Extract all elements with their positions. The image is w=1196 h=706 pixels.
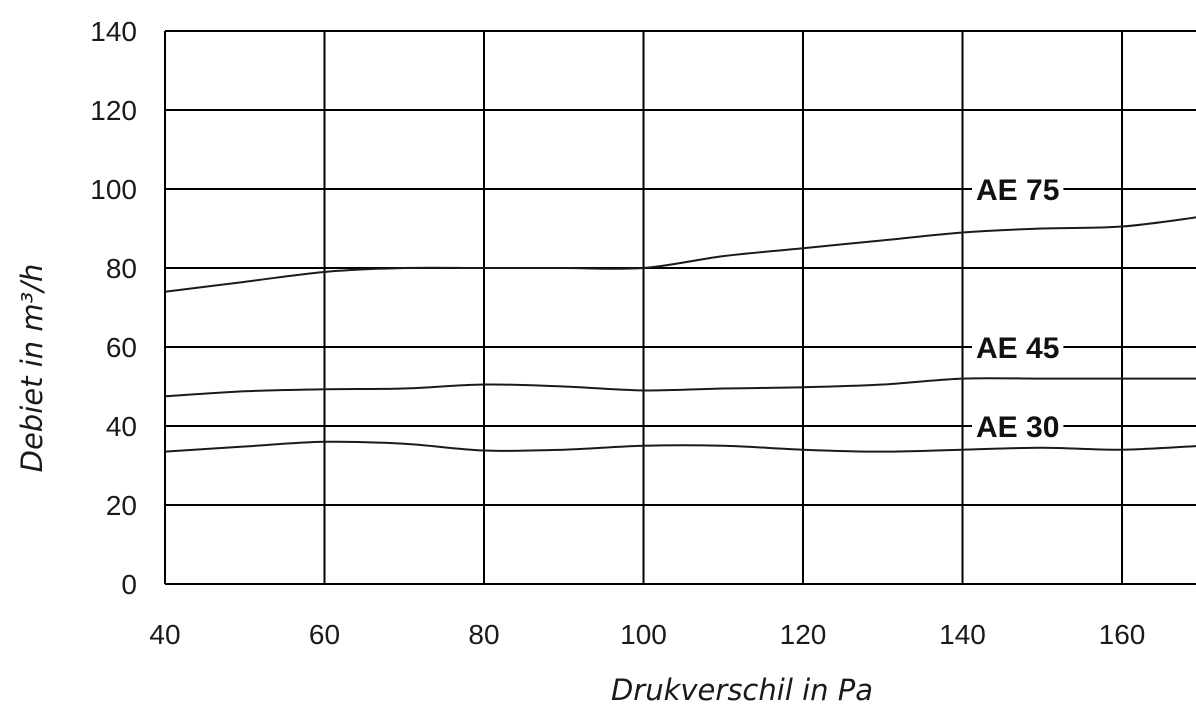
x-axis-label: Drukverschil in Pa xyxy=(611,673,873,706)
series-line-ae-45 xyxy=(164,377,1196,398)
series-label-bg xyxy=(972,333,1064,361)
x-tick-label: 120 xyxy=(780,619,827,650)
series-curves xyxy=(164,216,1196,453)
x-tick-label: 140 xyxy=(939,619,986,650)
series-line-ae-30 xyxy=(164,440,1196,453)
x-tick-label: 60 xyxy=(309,619,340,650)
y-tick-label: 0 xyxy=(121,569,137,600)
series-labels: AE 75 AE 45 AE 30 xyxy=(972,174,1064,444)
y-tick-label: 140 xyxy=(90,16,137,47)
series-label-ae-45: AE 45 xyxy=(976,332,1059,365)
x-tick-label: 80 xyxy=(468,619,499,650)
y-tick-label: 100 xyxy=(90,174,137,205)
series-label-bg xyxy=(972,175,1064,203)
grid xyxy=(164,30,1196,585)
y-tick-label: 60 xyxy=(106,332,137,363)
x-tick-label: 100 xyxy=(620,619,667,650)
series-label-bg xyxy=(972,412,1064,440)
y-axis-label: Debiet in m³/h xyxy=(15,264,49,473)
y-tick-label: 20 xyxy=(106,490,137,521)
tick-labels: 0 20 40 60 80 100 120 140 40 60 80 100 120 140 160 xyxy=(90,16,1145,650)
y-tick-label: 40 xyxy=(106,411,137,442)
series-label-ae-30: AE 30 xyxy=(976,411,1059,444)
series-line-ae-75 xyxy=(164,216,1196,293)
x-tick-label: 160 xyxy=(1099,619,1146,650)
series-label-ae-75: AE 75 xyxy=(976,174,1059,207)
y-tick-label: 80 xyxy=(106,253,137,284)
y-tick-label: 120 xyxy=(90,95,137,126)
x-tick-label: 40 xyxy=(149,619,180,650)
